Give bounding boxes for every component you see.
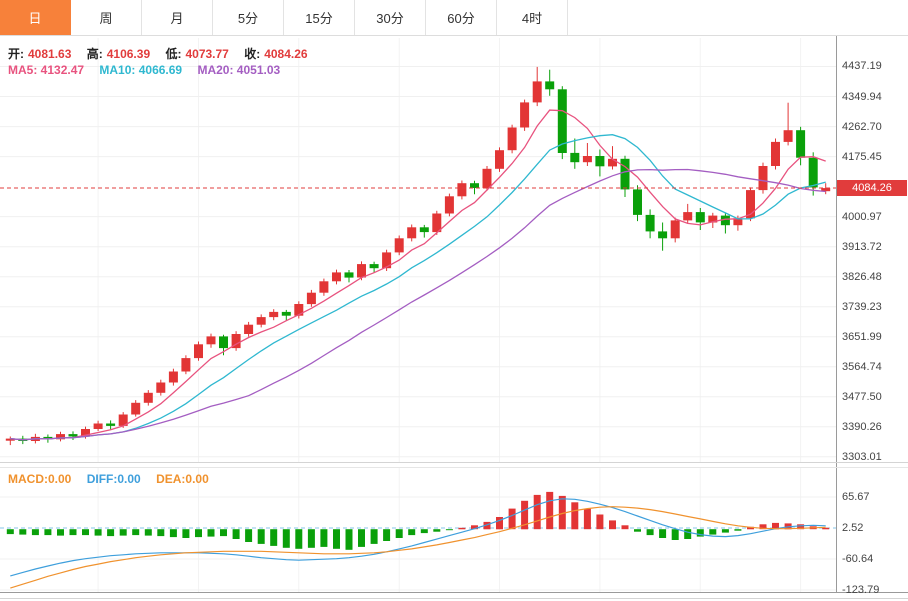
- ma20-value: MA20: 4051.03: [197, 63, 281, 77]
- low-label: 低:: [165, 47, 182, 61]
- tab-60min[interactable]: 60分: [426, 0, 497, 35]
- ma-readout: MA5: 4132.47 MA10: 4066.69 MA20: 4051.03: [8, 63, 284, 77]
- current-price-badge: 4084.26: [837, 179, 907, 196]
- tab-15min[interactable]: 15分: [284, 0, 355, 35]
- timeframe-tabbar: 日 周 月 5分 15分 30分 60分 4时: [0, 0, 908, 36]
- diff-value: DIFF:0.00: [86, 472, 141, 486]
- ma10-value: MA10: 4066.69: [99, 63, 183, 77]
- macd-value: MACD:0.00: [8, 472, 72, 486]
- dea-value: DEA:0.00: [156, 472, 209, 486]
- low-value: 4073.77: [185, 47, 229, 61]
- high-value: 4106.39: [106, 47, 151, 61]
- close-label: 收:: [244, 47, 261, 61]
- open-value: 4081.63: [28, 47, 72, 61]
- ma5-value: MA5: 4132.47: [8, 63, 85, 77]
- open-label: 开:: [8, 47, 24, 61]
- tab-month[interactable]: 月: [142, 0, 213, 35]
- tab-4hour[interactable]: 4时: [497, 0, 568, 35]
- tab-5min[interactable]: 5分: [213, 0, 284, 35]
- tab-30min[interactable]: 30分: [355, 0, 426, 35]
- tab-day[interactable]: 日: [0, 0, 71, 35]
- macd-readout: MACD:0.00 DIFF:0.00 DEA:0.00: [8, 472, 213, 486]
- tab-week[interactable]: 周: [71, 0, 142, 35]
- close-value: 4084.26: [264, 47, 308, 61]
- ohlc-readout: 开: 4081.63 高: 4106.39 低: 4073.77 收: 4084.26: [8, 45, 312, 62]
- high-label: 高:: [86, 47, 103, 61]
